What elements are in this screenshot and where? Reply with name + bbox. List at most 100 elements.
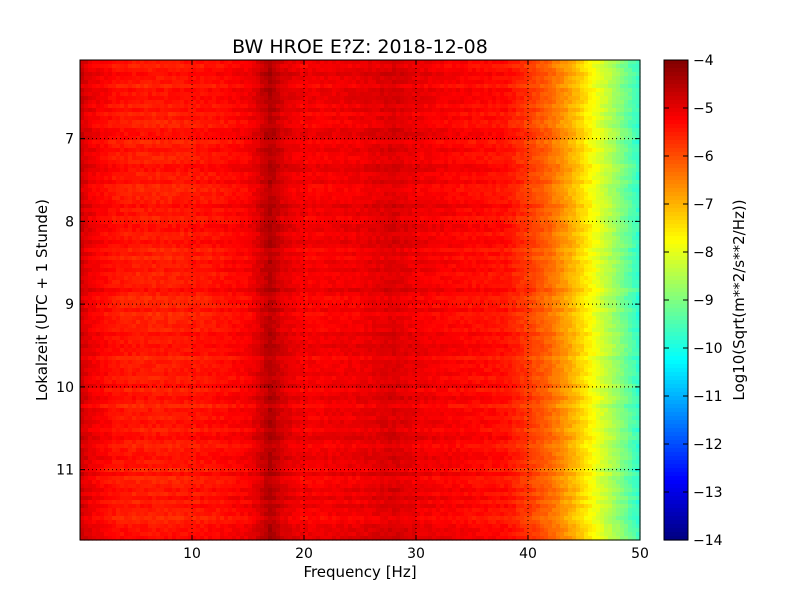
heatmap-cell	[260, 180, 265, 185]
heatmap-cell	[104, 176, 109, 181]
heatmap-cell	[612, 176, 617, 181]
heatmap-cell	[364, 120, 369, 125]
heatmap-cell	[344, 156, 349, 161]
heatmap-cell	[404, 120, 409, 125]
heatmap-cell	[324, 108, 329, 113]
heatmap-cell	[536, 88, 541, 93]
heatmap-cell	[332, 96, 337, 101]
heatmap-cell	[364, 96, 369, 101]
heatmap-cell	[168, 68, 173, 73]
heatmap-cell	[256, 68, 261, 73]
heatmap-cell	[152, 108, 157, 113]
heatmap-cell	[340, 104, 345, 109]
heatmap-cell	[392, 80, 397, 85]
heatmap-cell	[104, 200, 109, 205]
heatmap-cell	[404, 164, 409, 169]
heatmap-cell	[440, 140, 445, 145]
heatmap-cell	[632, 156, 637, 161]
heatmap-cell	[316, 164, 321, 169]
heatmap-cell	[504, 196, 509, 201]
heatmap-cell	[316, 108, 321, 113]
heatmap-cell	[212, 84, 217, 89]
heatmap-cell	[368, 100, 373, 105]
heatmap-cell	[512, 160, 517, 165]
heatmap-cell	[592, 196, 597, 201]
heatmap-cell	[192, 160, 197, 165]
heatmap-cell	[576, 124, 581, 129]
heatmap-cell	[156, 88, 161, 93]
heatmap-cell	[528, 108, 533, 113]
heatmap-cell	[584, 92, 589, 97]
heatmap-cell	[216, 100, 221, 105]
heatmap-cell	[364, 144, 369, 149]
heatmap-cell	[328, 116, 333, 121]
heatmap-cell	[400, 76, 405, 81]
heatmap-cell	[336, 148, 341, 153]
heatmap-cell	[352, 144, 357, 149]
heatmap-cell	[380, 72, 385, 77]
heatmap-cell	[444, 196, 449, 201]
heatmap-cell	[492, 184, 497, 189]
heatmap-cell	[268, 80, 273, 85]
heatmap-cell	[568, 172, 573, 177]
heatmap-cell	[160, 104, 165, 109]
heatmap-cell	[300, 156, 305, 161]
heatmap-cell	[548, 76, 553, 81]
heatmap-cell	[212, 200, 217, 205]
heatmap-cell	[300, 96, 305, 101]
heatmap-cell	[472, 164, 477, 169]
heatmap-cell	[396, 196, 401, 201]
heatmap-cell	[288, 180, 293, 185]
heatmap-cell	[420, 100, 425, 105]
heatmap-cell	[120, 168, 125, 173]
heatmap-cell	[292, 156, 297, 161]
heatmap-cell	[436, 96, 441, 101]
heatmap-cell	[128, 64, 133, 69]
heatmap-cell	[308, 152, 313, 157]
heatmap-cell	[596, 140, 601, 145]
heatmap-cell	[600, 92, 605, 97]
heatmap-cell	[88, 72, 93, 77]
heatmap-cell	[440, 112, 445, 117]
heatmap-cell	[156, 156, 161, 161]
heatmap-cell	[520, 128, 525, 133]
heatmap-cell	[92, 80, 97, 85]
heatmap-cell	[348, 64, 353, 69]
heatmap-cell	[224, 168, 229, 173]
heatmap-cell	[596, 92, 601, 97]
heatmap-cell	[428, 180, 433, 185]
heatmap-cell	[180, 172, 185, 177]
heatmap-cell	[244, 116, 249, 121]
heatmap-cell	[296, 140, 301, 145]
heatmap-cell	[92, 168, 97, 173]
heatmap-cell	[600, 152, 605, 157]
heatmap-cell	[556, 100, 561, 105]
heatmap-cell	[124, 80, 129, 85]
heatmap-cell	[576, 132, 581, 137]
heatmap-cell	[552, 120, 557, 125]
heatmap-cell	[312, 148, 317, 153]
heatmap-cell	[400, 96, 405, 101]
heatmap-cell	[200, 196, 205, 201]
heatmap-cell	[584, 72, 589, 77]
heatmap-cell	[464, 176, 469, 181]
heatmap-cell	[596, 164, 601, 169]
heatmap-cell	[152, 164, 157, 169]
heatmap-cell	[188, 176, 193, 181]
heatmap-cell	[240, 196, 245, 201]
heatmap-cell	[344, 176, 349, 181]
heatmap-cell	[536, 188, 541, 193]
heatmap-cell	[80, 144, 85, 149]
heatmap-cell	[248, 120, 253, 125]
heatmap-cell	[124, 200, 129, 205]
heatmap-cell	[352, 112, 357, 117]
heatmap-cell	[532, 76, 537, 81]
heatmap-cell	[316, 84, 321, 89]
heatmap-cell	[116, 112, 121, 117]
heatmap-cell	[496, 192, 501, 197]
heatmap-cell	[92, 152, 97, 157]
heatmap-cell	[128, 140, 133, 145]
heatmap-cell	[204, 108, 209, 113]
heatmap-cell	[304, 152, 309, 157]
heatmap-cell	[592, 108, 597, 113]
